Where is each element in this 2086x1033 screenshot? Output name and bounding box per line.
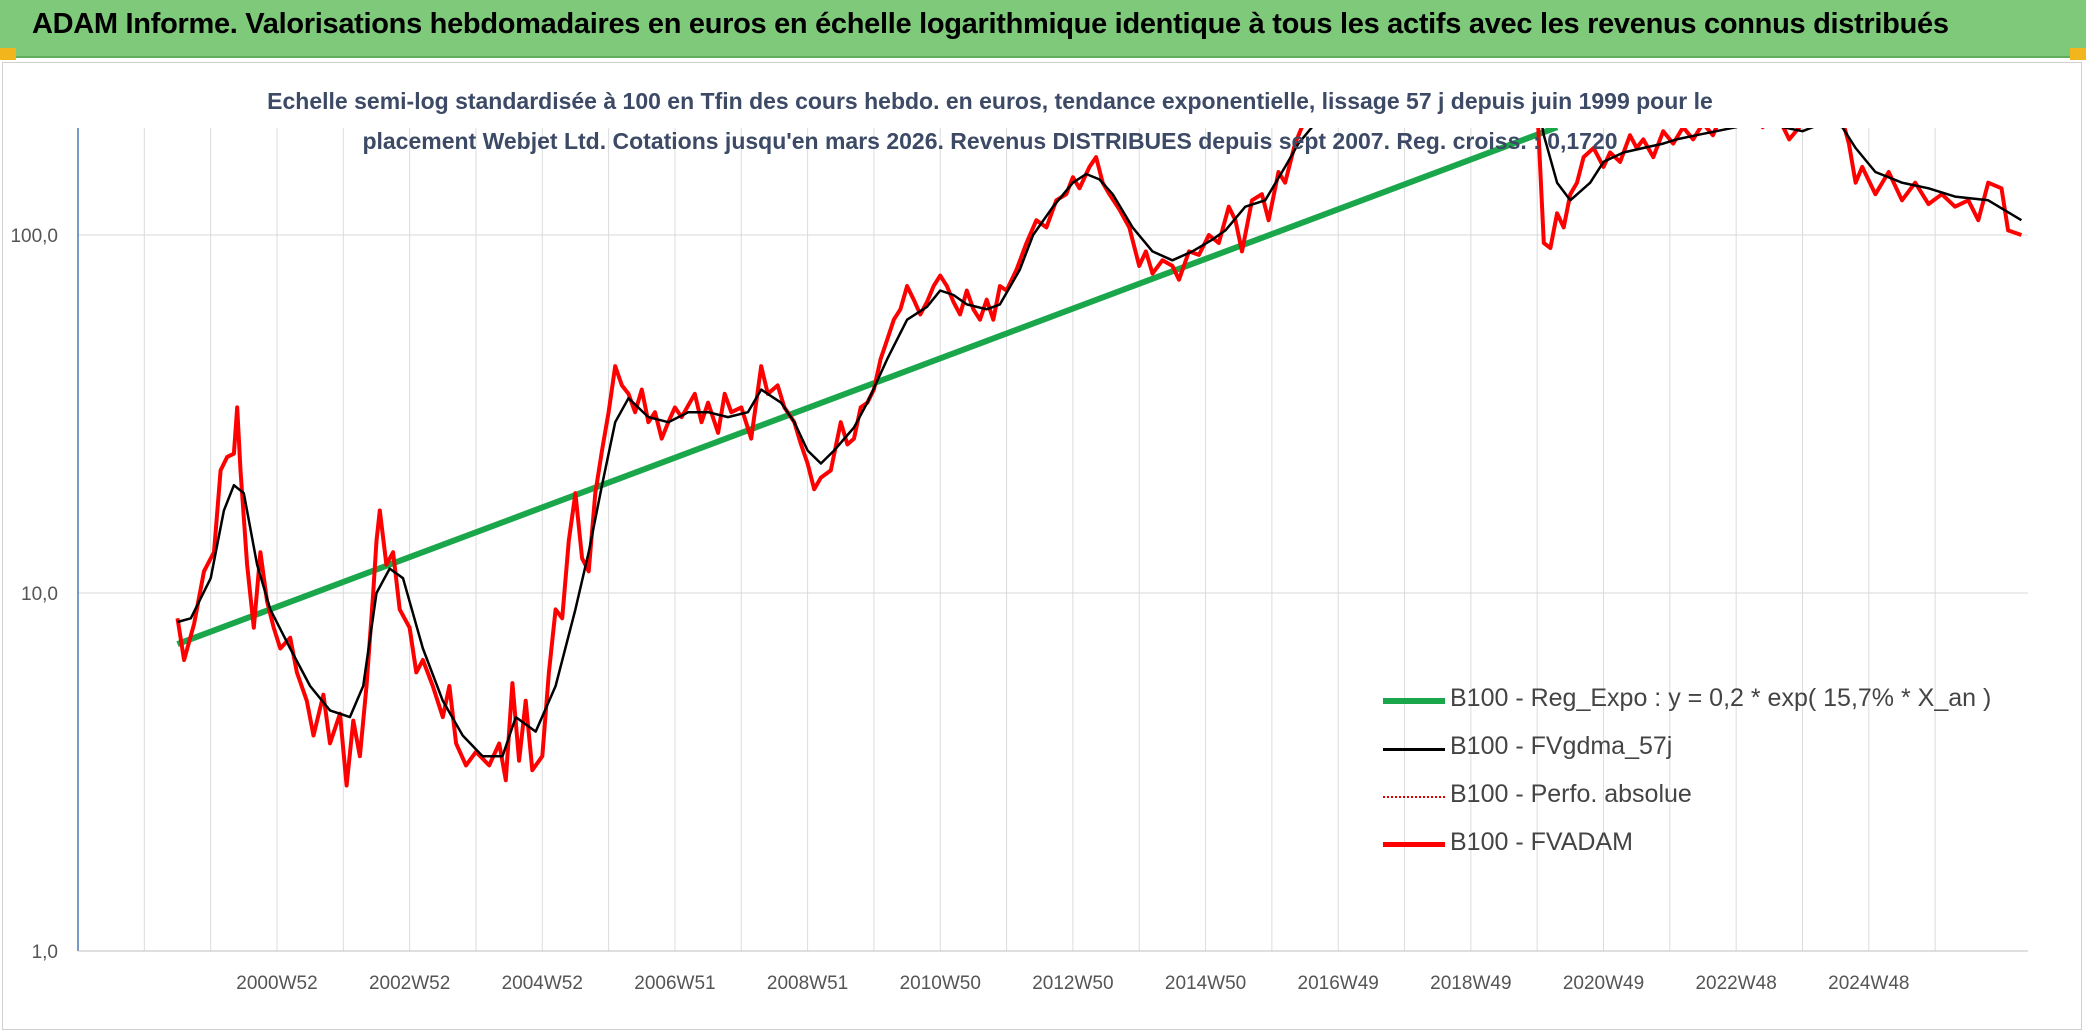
- y-tick-label: 100,0: [10, 226, 58, 247]
- x-tick-label: 2006W51: [634, 973, 715, 994]
- x-tick-label: 2020W49: [1563, 973, 1644, 994]
- grid-layer: [77, 128, 2028, 952]
- series-line-regression: [176, 128, 1559, 647]
- y-tick-label: 10,0: [21, 584, 58, 605]
- axis-layer: 1,0 10,0 100,0 2000W52 2002W52 2004W52 2006W51…: [10, 128, 2028, 994]
- plot-border: [2, 62, 2082, 1030]
- legend-label-moving-average: B100 - FVgdma_57j: [1450, 732, 1673, 760]
- x-tick-label: 2018W49: [1430, 973, 1511, 994]
- legend-swatch-regression: [1383, 698, 1445, 704]
- legend-swatch-fvadam: [1383, 842, 1445, 847]
- x-tick-label: 2016W49: [1298, 973, 1379, 994]
- legend-label-regression: B100 - Reg_Expo : y = 0,2 * exp( 15,7% *…: [1450, 684, 1992, 712]
- legend-label-absolute-perf: B100 - Perfo. absolue: [1450, 780, 1692, 808]
- x-tick-label: 2022W48: [1695, 973, 1776, 994]
- y-tick-label: 1,0: [32, 942, 58, 963]
- chart-subtitle-line-2: placement Webjet Ltd. Cotations jusqu'en…: [362, 128, 1618, 154]
- legend-label-fvadam: B100 - FVADAM: [1450, 828, 1633, 856]
- series-line-moving-average: [177, 128, 2023, 758]
- series-layer: [175, 128, 2023, 788]
- x-tick-label: 2002W52: [369, 973, 450, 994]
- x-tick-label: 2010W50: [900, 973, 981, 994]
- legend-swatch-moving-average: [1383, 748, 1445, 751]
- x-tick-label: 2012W50: [1032, 973, 1113, 994]
- series-line-fvadam: [175, 128, 2023, 788]
- x-tick-label: 2000W52: [236, 973, 317, 994]
- chart-main-title: ADAM Informe. Valorisations hebdomadaire…: [32, 8, 1949, 40]
- legend-swatch-absolute-perf: [1383, 796, 1445, 798]
- x-tick-label: 2014W50: [1165, 973, 1246, 994]
- x-tick-label: 2008W51: [767, 973, 848, 994]
- x-tick-label: 2004W52: [502, 973, 583, 994]
- corner-marker-right: [2070, 48, 2086, 60]
- chart-subtitle-line-1: Echelle semi-log standardisée à 100 en T…: [267, 88, 1713, 114]
- x-tick-label: 2024W48: [1828, 973, 1909, 994]
- corner-marker-left: [0, 48, 16, 60]
- title-bar: ADAM Informe. Valorisations hebdomadaire…: [0, 0, 2086, 58]
